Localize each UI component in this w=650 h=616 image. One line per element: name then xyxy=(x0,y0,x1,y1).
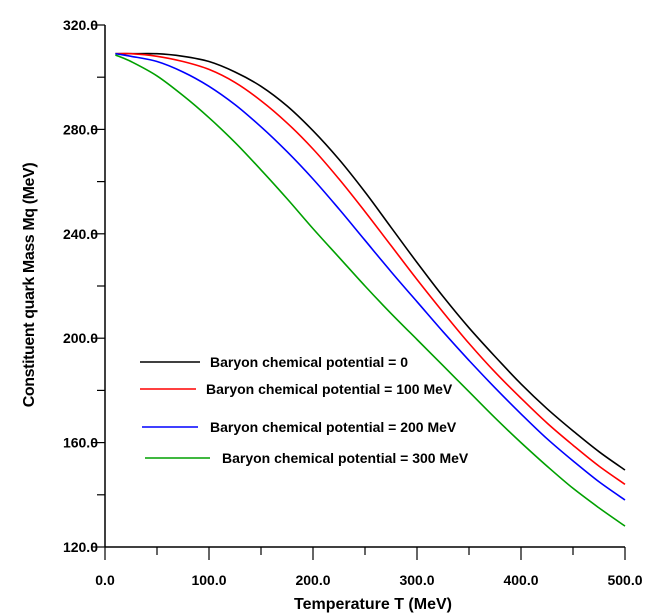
x-axis-title: Temperature T (MeV) xyxy=(294,596,452,613)
y-tick-label: 160.0 xyxy=(63,435,98,451)
series-line-2 xyxy=(115,52,626,486)
y-tick-label: 280.0 xyxy=(63,121,98,137)
legend-label: Baryon chemical potential = 200 MeV xyxy=(210,419,457,435)
x-tick-label: 0.0 xyxy=(95,572,115,588)
y-tick-label: 200.0 xyxy=(63,330,98,346)
x-tick-label: 400.0 xyxy=(503,572,538,588)
series-line-1 xyxy=(115,52,626,471)
y-tick-label: 240.0 xyxy=(63,226,98,242)
plot-lines xyxy=(115,52,626,527)
x-ticks: 0.0 100.0 200.0 300.0 400.0 500.0 xyxy=(95,547,643,588)
x-tick-label: 300.0 xyxy=(399,572,434,588)
legend: Baryon chemical potential = 0 Baryon chem… xyxy=(140,354,469,466)
legend-label: Baryon chemical potential = 300 MeV xyxy=(222,450,469,466)
x-tick-label: 100.0 xyxy=(191,572,226,588)
y-tick-label: 120.0 xyxy=(63,539,98,555)
x-tick-label: 500.0 xyxy=(607,572,642,588)
series-line-3 xyxy=(115,52,626,501)
legend-label: Baryon chemical potential = 100 MeV xyxy=(206,381,453,397)
y-tick-label: 320.0 xyxy=(63,17,98,33)
x-tick-label: 200.0 xyxy=(295,572,330,588)
y-axis-title: Constituent quark Mass Mq (MeV) xyxy=(21,163,38,408)
y-ticks: 120.0 160.0 200.0 240.0 280.0 320.0 xyxy=(63,17,105,555)
series-line-4 xyxy=(115,54,626,527)
legend-label: Baryon chemical potential = 0 xyxy=(210,354,408,370)
